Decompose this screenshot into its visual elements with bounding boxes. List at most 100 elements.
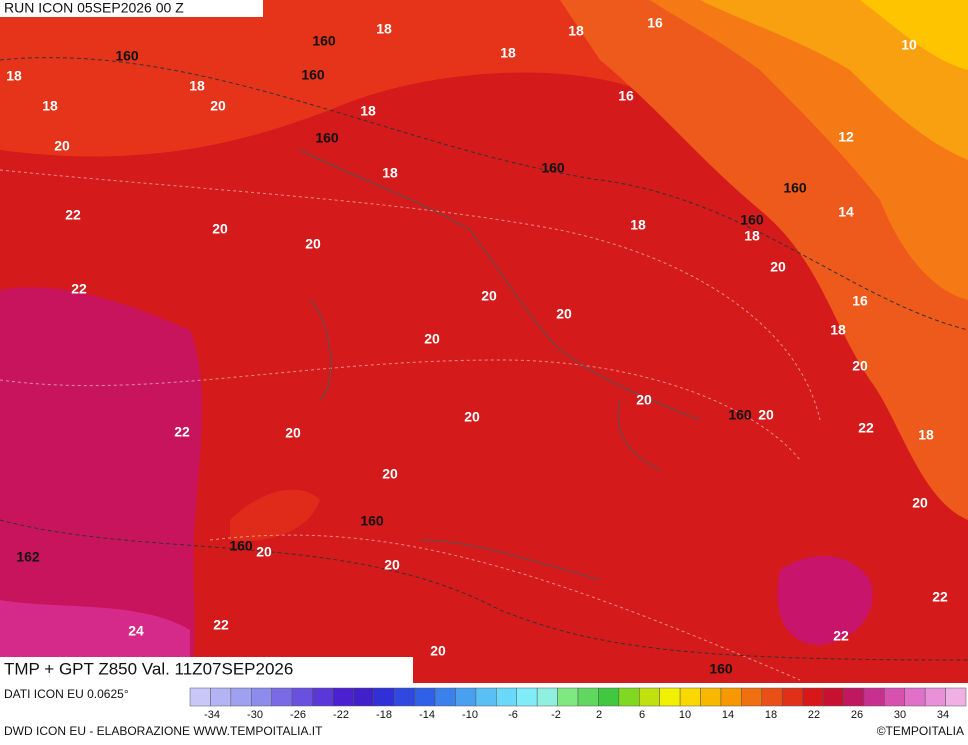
colorbar-swatch — [434, 687, 456, 707]
contour-label: 160 — [783, 180, 807, 196]
colorbar-swatch — [924, 687, 946, 707]
colorbar-swatch — [679, 687, 701, 707]
colorbar-swatch — [291, 687, 313, 707]
contour-label: 22 — [932, 589, 948, 605]
copyright: ©TEMPOITALIA — [877, 724, 964, 738]
contour-label: 10 — [901, 37, 917, 53]
light-orange-zone — [700, 0, 968, 160]
contour-label: 16 — [647, 15, 663, 31]
contour-label: 18 — [500, 45, 516, 61]
run-box — [0, 0, 263, 17]
colorbar-swatch — [720, 687, 742, 707]
contour-label: 18 — [189, 78, 205, 94]
colorbar-tick-label: 30 — [894, 709, 906, 721]
isohypse — [0, 57, 968, 661]
contour-label: 18 — [918, 427, 934, 443]
colorbar-swatch — [822, 687, 844, 707]
colorbar-swatch — [189, 687, 211, 707]
colorbar-swatch — [741, 687, 763, 707]
contour-label: 20 — [54, 138, 70, 154]
contour-label: 16 — [618, 88, 634, 104]
contour-label: 16 — [852, 293, 868, 309]
colorbar-swatch — [393, 687, 415, 707]
yellow-zone — [860, 0, 968, 70]
contour-label: 20 — [256, 544, 272, 560]
data-source: DATI ICON EU 0.0625° — [4, 687, 129, 701]
contour-label: 22 — [65, 207, 81, 223]
contour-label: 20 — [384, 557, 400, 573]
colorbar-swatch — [904, 687, 926, 707]
contour-label: 18 — [382, 165, 398, 181]
colorbar-swatch — [496, 687, 517, 707]
contour-label: 22 — [174, 424, 190, 440]
contour-label: 20 — [285, 425, 301, 441]
contour-label: 18 — [830, 322, 846, 338]
colorbar-tick-label: -10 — [462, 709, 478, 721]
colorbar-tick-label: -14 — [419, 709, 435, 721]
contour-label: 22 — [858, 420, 874, 436]
contour-label: 18 — [6, 68, 22, 84]
colorbar-swatch — [312, 687, 334, 707]
contour-label: 18 — [630, 217, 646, 233]
contour-label: 160 — [740, 212, 764, 228]
colorbar-swatch — [639, 687, 660, 707]
contour-label: 160 — [312, 33, 336, 49]
contour-label: 20 — [210, 98, 226, 114]
colorbar-swatch — [353, 687, 375, 707]
colorbar-swatch — [863, 687, 885, 707]
colorbar-swatch — [781, 687, 803, 707]
colorbar-tick-label: -22 — [333, 709, 349, 721]
colorbar-swatch — [557, 687, 579, 707]
contour-label: 22 — [71, 281, 87, 297]
colorbar-swatch — [761, 687, 783, 707]
contour-label: 160 — [115, 48, 139, 64]
contour-label: 20 — [481, 288, 497, 304]
colorbar-swatch — [700, 687, 722, 707]
contour-label: 12 — [838, 129, 854, 145]
contour-label: 20 — [464, 409, 480, 425]
contour-label: 160 — [360, 513, 384, 529]
contour-label: 18 — [42, 98, 58, 114]
contour-label: 24 — [128, 623, 144, 639]
contour-label: 160 — [229, 538, 253, 554]
contour-label: 18 — [744, 228, 760, 244]
colorbar-swatch — [516, 687, 538, 707]
colorbar-swatch — [843, 687, 865, 707]
colorbar-swatch — [945, 687, 967, 707]
colorbar-tick-label: 14 — [722, 709, 734, 721]
colorbar-tick-label: 6 — [639, 709, 645, 721]
colorbar-swatch — [536, 687, 558, 707]
colorbar-swatch — [802, 687, 824, 707]
colorbar-swatch — [230, 687, 252, 707]
contour-label: 18 — [360, 103, 376, 119]
colorbar-swatch — [251, 687, 272, 707]
colorbar-tick-label: -34 — [204, 709, 220, 721]
contour-label: 14 — [838, 204, 854, 220]
contour-label: 20 — [556, 306, 572, 322]
coastline — [299, 149, 701, 581]
warm-zone — [230, 489, 320, 541]
contour-label: 20 — [382, 466, 398, 482]
colorbar-swatch — [598, 687, 620, 707]
colorbar-swatch — [618, 687, 640, 707]
colorbar-swatch — [475, 687, 497, 707]
colorbar-tick-label: -18 — [376, 709, 392, 721]
contour-label: 160 — [709, 661, 733, 677]
colorbar-tick-label: 26 — [851, 709, 863, 721]
contour-label: 18 — [376, 21, 392, 37]
colorbar-tick-label: 10 — [679, 709, 691, 721]
colorbar-swatch — [884, 687, 905, 707]
colorbar-tick-label: 34 — [937, 709, 949, 721]
contour-label: 160 — [301, 67, 325, 83]
colorbar-tick-label: -30 — [247, 709, 263, 721]
colorbar-swatch — [271, 687, 293, 707]
colorbar-swatch — [332, 687, 354, 707]
colorbar-tick-label: -6 — [508, 709, 518, 721]
colorbar-tick-label: 22 — [808, 709, 820, 721]
contour-label: 160 — [541, 160, 565, 176]
colorbar-tick-label: 18 — [765, 709, 777, 721]
hot-zone — [777, 556, 873, 645]
colorbar-tick-label: -26 — [290, 709, 306, 721]
colorbar-tick-label: 2 — [596, 709, 602, 721]
contour-label: 20 — [852, 358, 868, 374]
